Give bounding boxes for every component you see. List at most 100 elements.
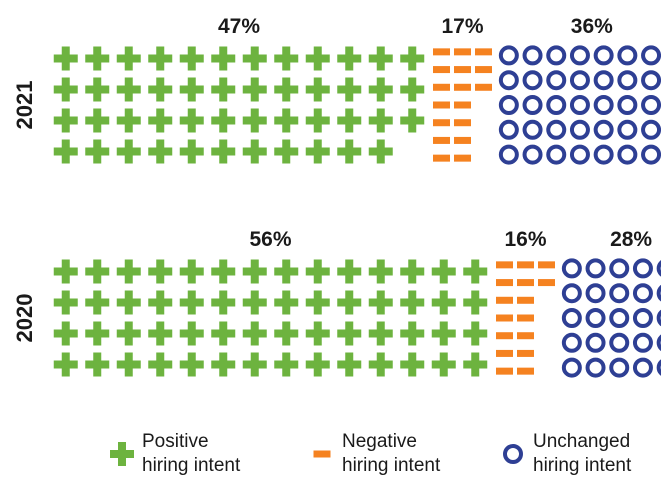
legend-ring-icon (503, 444, 523, 464)
percent-label-negative-2020: 16% (504, 228, 546, 251)
positive-icon-mark (242, 77, 267, 102)
unchanged-icon-mark (593, 119, 614, 140)
unchanged-icon-mark (569, 144, 590, 165)
percent-label-positive-2020: 56% (249, 228, 291, 251)
positive-icon-mark (211, 321, 236, 346)
negative-icon-mark (517, 279, 534, 287)
positive-icon-mark (400, 259, 425, 284)
positive-icon-mark (85, 108, 110, 133)
unchanged-icon-mark (585, 357, 606, 378)
negative-icon-mark (454, 48, 471, 56)
positive-icon-mark (400, 290, 425, 315)
segment-positive-2021 (53, 46, 425, 164)
positive-icon-mark (116, 139, 141, 164)
unchanged-icon-mark (585, 332, 606, 353)
positive-icon-mark (148, 108, 173, 133)
unchanged-icon-mark (498, 45, 519, 66)
unchanged-icon-mark (641, 144, 661, 165)
positive-icon-mark (400, 321, 425, 346)
unchanged-icon-mark (609, 332, 630, 353)
positive-icon-mark (211, 77, 236, 102)
positive-icon-mark (242, 259, 267, 284)
segment-unchanged-2020 (561, 258, 661, 378)
negative-icon-mark (496, 279, 513, 287)
positive-icon-mark (274, 46, 299, 71)
unchanged-icon-mark (617, 119, 638, 140)
unchanged-icon-mark (569, 119, 590, 140)
unchanged-icon-mark (593, 70, 614, 91)
unchanged-icon-mark (641, 70, 661, 91)
unchanged-icon-mark (522, 70, 543, 91)
positive-icon-mark (53, 352, 78, 377)
positive-icon-mark (368, 46, 393, 71)
positive-icon-mark (274, 139, 299, 164)
negative-icon-mark (454, 83, 471, 91)
positive-icon-mark (53, 259, 78, 284)
positive-icon-mark (53, 46, 78, 71)
unchanged-icon-mark (585, 308, 606, 328)
unchanged-icon-mark (617, 144, 638, 165)
positive-icon-mark (85, 352, 110, 377)
positive-icon-mark (305, 321, 330, 346)
unchanged-icon-mark (522, 119, 543, 140)
positive-icon-mark (242, 108, 267, 133)
positive-icon-mark (242, 321, 267, 346)
unchanged-icon-mark (561, 357, 582, 378)
negative-icon-mark (475, 66, 492, 74)
positive-icon-mark (85, 46, 110, 71)
positive-icon-mark (368, 321, 393, 346)
positive-icon-mark (337, 77, 362, 102)
negative-icon-mark (454, 136, 471, 144)
unchanged-icon-mark (656, 359, 661, 376)
percent-label-unchanged-2020: 28% (610, 228, 652, 251)
positive-icon-mark (179, 108, 204, 133)
unchanged-icon-mark (585, 283, 606, 304)
positive-icon-mark (337, 259, 362, 284)
negative-icon-mark (496, 314, 513, 322)
unchanged-icon-mark (656, 260, 661, 277)
positive-icon-mark (400, 352, 425, 377)
negative-icon-mark (454, 154, 471, 162)
positive-icon-mark (116, 77, 141, 102)
negative-icon-mark (496, 261, 513, 269)
positive-icon-mark (431, 321, 456, 346)
positive-icon-mark (463, 321, 488, 346)
positive-icon-mark (211, 108, 236, 133)
negative-icon-mark (496, 332, 513, 340)
positive-icon-mark (274, 108, 299, 133)
positive-icon-mark (463, 259, 488, 284)
unchanged-icon-mark (498, 70, 519, 91)
positive-icon-mark (179, 46, 204, 71)
unchanged-icon-mark (656, 334, 661, 352)
negative-icon-mark (433, 119, 450, 127)
positive-icon-mark (368, 77, 393, 102)
percent-label-unchanged-2021: 36% (571, 15, 613, 38)
positive-icon-mark (179, 290, 204, 315)
legend-label-negative-line2: hiring intent (342, 455, 441, 476)
unchanged-icon-mark (498, 144, 519, 165)
unchanged-icon-mark (561, 308, 582, 328)
unchanged-icon-mark (593, 144, 614, 165)
unchanged-icon-mark (569, 95, 590, 115)
negative-icon-mark (496, 296, 513, 304)
unchanged-icon-mark (561, 258, 582, 279)
negative-icon-mark (433, 66, 450, 74)
negative-icon-mark (454, 119, 471, 127)
positive-icon-mark (148, 77, 173, 102)
unchanged-icon-mark (561, 283, 582, 304)
unchanged-icon-mark (617, 45, 638, 66)
positive-icon-mark (337, 290, 362, 315)
positive-icon-mark (148, 321, 173, 346)
unchanged-icon-mark (641, 119, 661, 140)
positive-icon-mark (179, 77, 204, 102)
legend-label-positive-line1: Positive (142, 431, 209, 452)
unchanged-icon-mark (585, 258, 606, 279)
unchanged-icon-mark (641, 95, 661, 115)
legend-label-unchanged-line1: Unchanged (533, 431, 630, 452)
segment-negative-2020 (496, 261, 555, 375)
unchanged-icon-mark (609, 308, 630, 328)
unchanged-icon-mark (546, 119, 567, 140)
positive-icon-mark (337, 139, 362, 164)
percent-label-positive-2021: 47% (218, 15, 260, 38)
